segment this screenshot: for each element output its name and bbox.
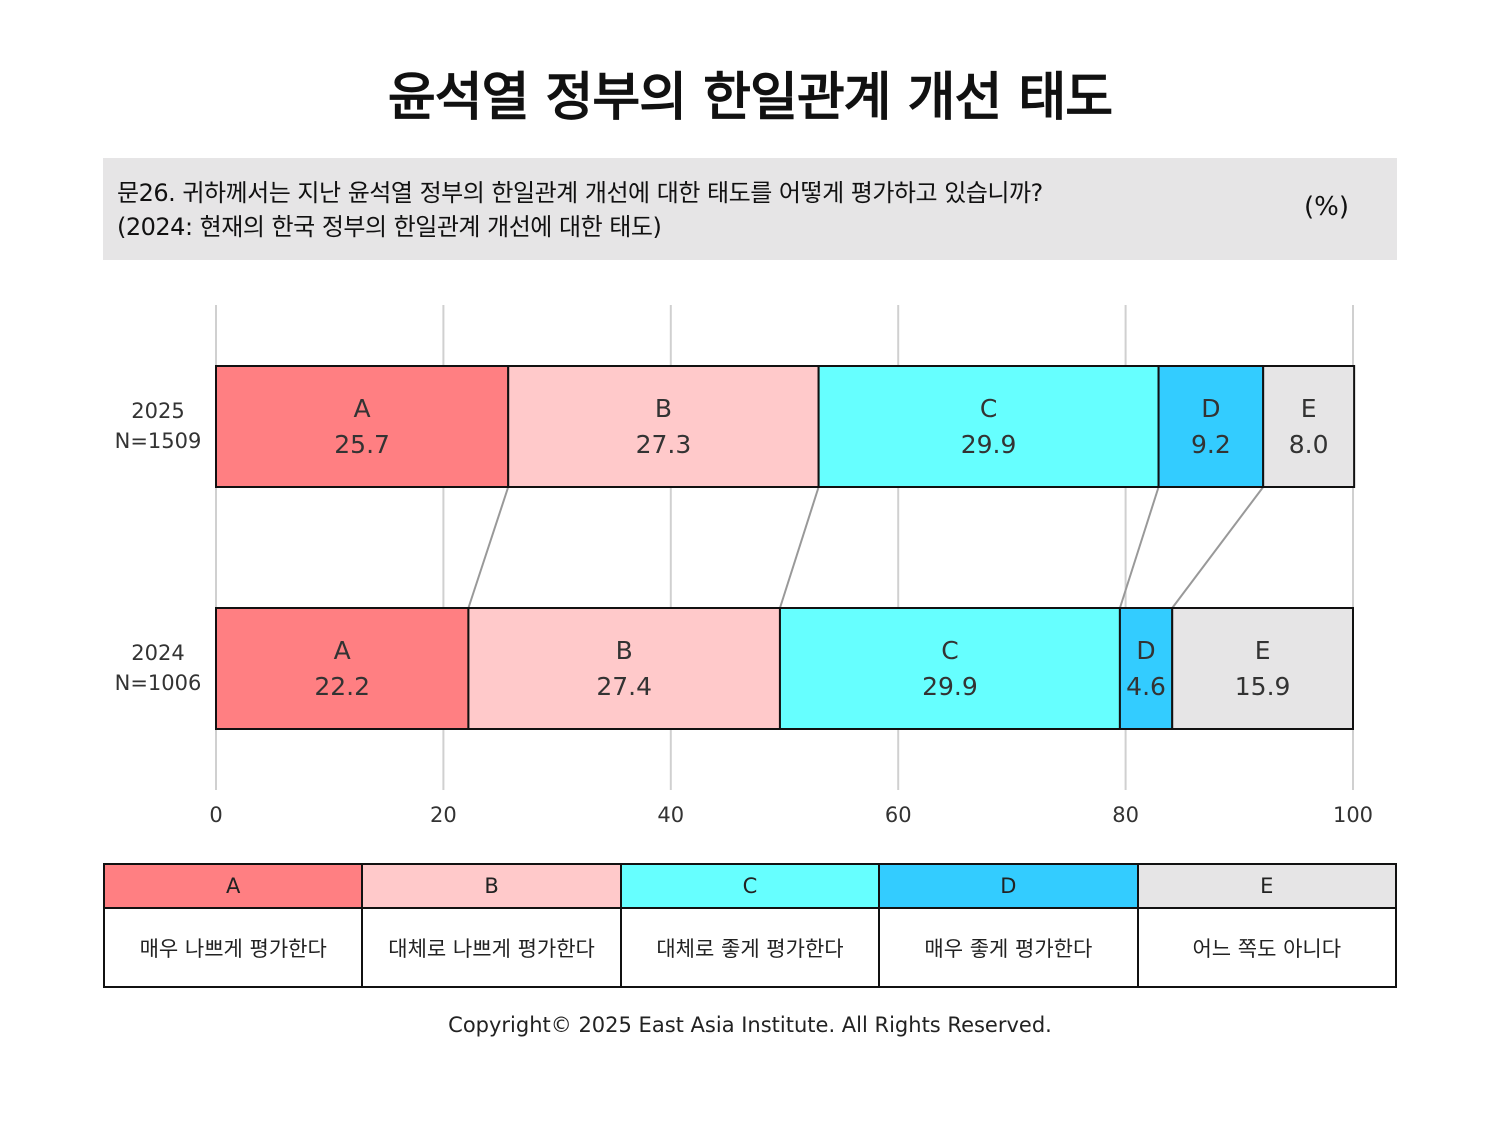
segment-value-label: 4.6 [1126,672,1166,701]
row-label-n: N=1006 [115,671,202,695]
segment-category-label: C [980,394,997,423]
legend-key-d: D [878,863,1139,909]
bar-segment [215,365,510,488]
segment-category-label: D [1201,394,1220,423]
question-text: 문26. 귀하께서는 지난 윤석열 정부의 한일관계 개선에 대한 태도를 어떻… [117,179,1043,207]
legend-table: A B C D E 매우 나쁘게 평가한다 대체로 나쁘게 평가한다 대체로 좋… [102,863,1398,988]
segment-value-label: 22.2 [314,672,370,701]
segment-value-label: 15.9 [1235,672,1291,701]
question-box: 문26. 귀하께서는 지난 윤석열 정부의 한일관계 개선에 대한 태도를 어떻… [103,158,1397,260]
legend-key-b: B [361,863,622,909]
legend-desc-b: 대체로 나쁘게 평가한다 [361,907,622,988]
x-tick-label: 100 [1333,803,1373,827]
connector-line [1118,486,1160,609]
x-tick-label: 40 [657,803,684,827]
legend-desc-a: 매우 나쁘게 평가한다 [102,907,364,988]
x-tick-label: 80 [1112,803,1139,827]
bar-segment [1262,365,1356,488]
legend-key-e: E [1136,863,1398,909]
legend-desc-d: 매우 좋게 평가한다 [878,907,1139,988]
segment-value-label: 9.2 [1191,430,1231,459]
legend-desc-e: 어느 쪽도 아니다 [1136,907,1398,988]
segment-category-label: A [334,636,351,665]
unit-label: (%) [1304,192,1349,222]
legend-key-row: A B C D E [102,863,1398,909]
segment-value-label: 27.4 [596,672,652,701]
segment-category-label: E [1301,394,1317,423]
bar-segment [1118,607,1174,730]
legend-description-row: 매우 나쁘게 평가한다 대체로 나쁘게 평가한다 대체로 좋게 평가한다 매우 … [102,907,1398,988]
segment-value-label: 8.0 [1289,430,1329,459]
segment-category-label: B [655,394,672,423]
stacked-bar-chart: 0 20 40 60 80 100 2025 N=1509 A 25.7 B 27.3 C 29.9 D 9.… [115,305,1373,827]
bar-segment [215,607,470,730]
x-tick-label: 20 [430,803,457,827]
segment-value-label: 25.7 [334,430,390,459]
question-note: (2024: 현재의 한국 정부의 한일관계 개선에 대한 태도) [117,213,662,241]
legend-desc-c: 대체로 좋게 평가한다 [619,907,881,988]
row-label-year: 2024 [131,641,184,665]
copyright-notice: Copyright© 2025 East Asia Institute. All… [448,1013,1052,1037]
segment-value-label: 27.3 [636,430,692,459]
bar-segment [778,607,1121,730]
bar-segment [507,365,820,488]
legend-key-a: A [102,863,364,909]
segment-category-label: E [1255,636,1271,665]
row-label-year: 2025 [131,399,184,423]
connector-line [778,486,820,609]
bar-segment [1171,607,1355,730]
row-label-n: N=1509 [115,429,202,453]
bar-segment [467,607,781,730]
connector-line [1171,486,1264,609]
segment-category-label: C [941,636,958,665]
segment-value-label: 29.9 [961,430,1017,459]
segment-category-label: B [616,636,633,665]
segment-category-label: A [354,394,371,423]
legend-key-c: C [619,863,881,909]
x-tick-label: 60 [885,803,912,827]
connector-line [467,486,510,609]
bar-segment [1157,365,1265,488]
segment-category-label: D [1136,636,1155,665]
bar-segment [817,365,1160,488]
segment-value-label: 29.9 [922,672,978,701]
x-tick-label: 0 [209,803,222,827]
chart-title: 윤석열 정부의 한일관계 개선 태도 [387,68,1113,128]
